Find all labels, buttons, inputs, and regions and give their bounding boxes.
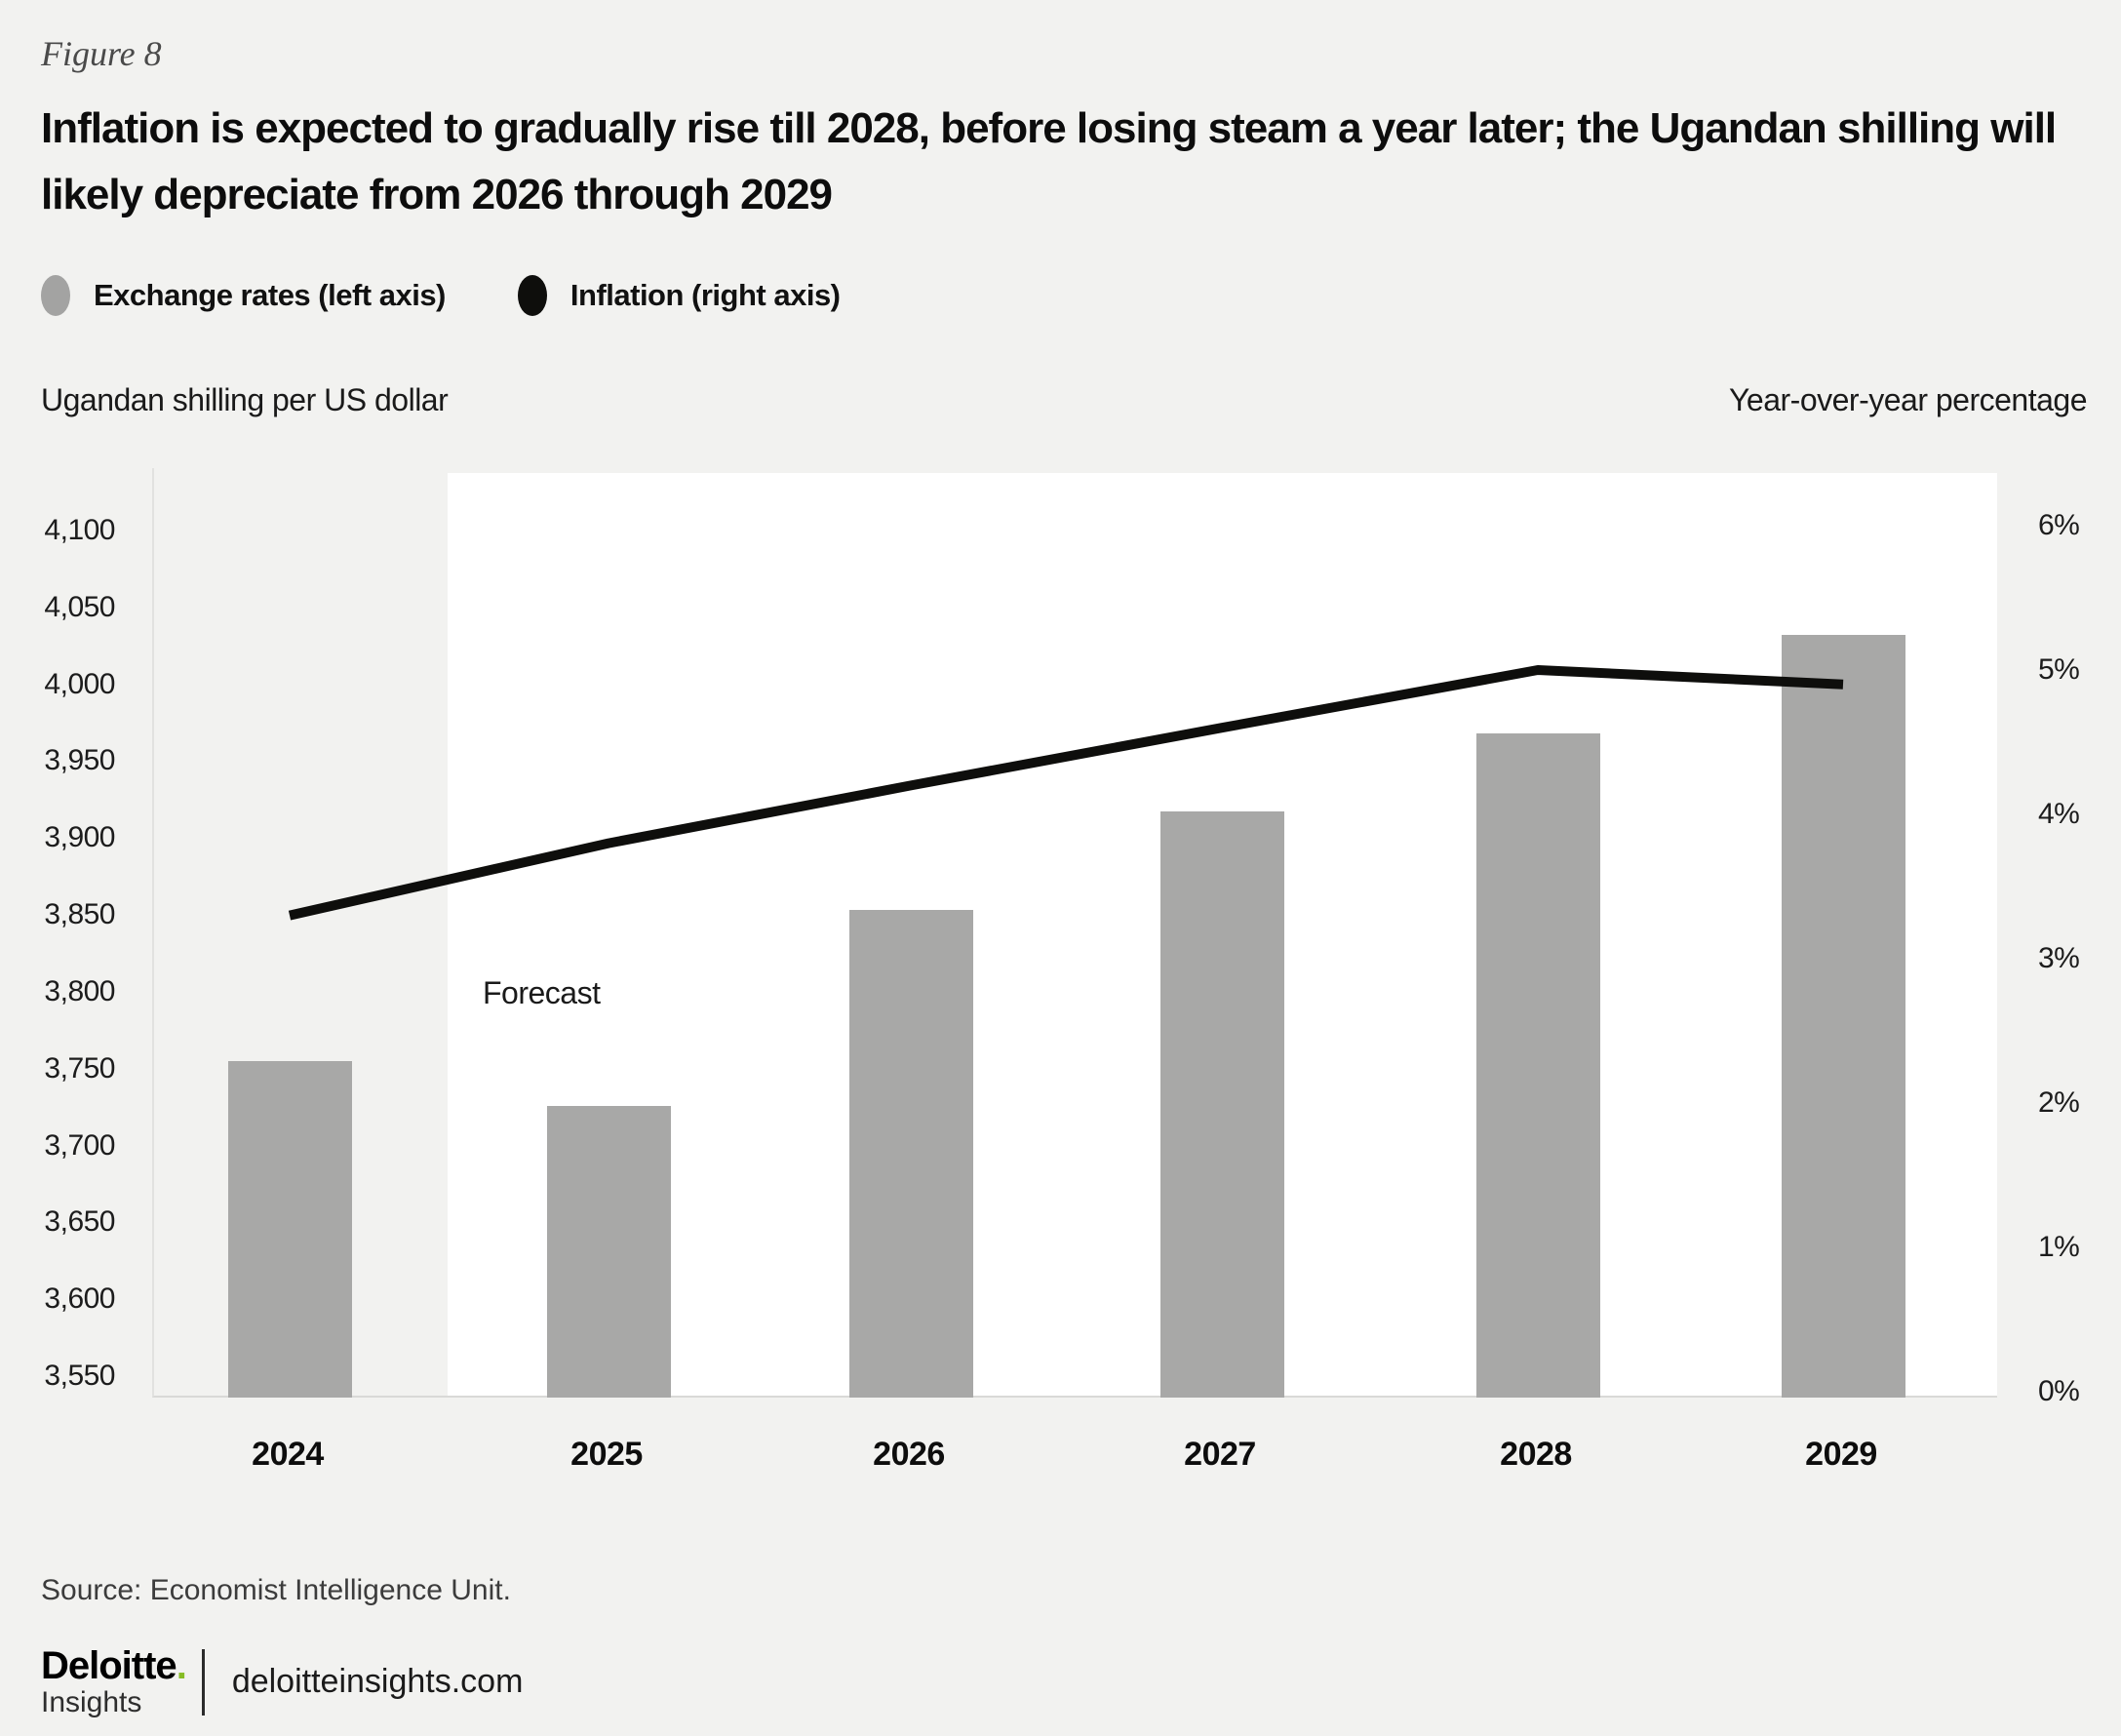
right-axis-tick: 4%	[2038, 798, 2080, 830]
deloitte-insights-logo: Deloitte. Insights	[41, 1644, 187, 1719]
left-axis-tick: 3,850	[44, 898, 115, 931]
left-axis-tick: 4,000	[44, 667, 115, 700]
year-label-2027: 2027	[1184, 1436, 1256, 1473]
right-axis-tick: 6%	[2038, 509, 2080, 541]
footer-divider	[201, 1648, 205, 1716]
year-label-2028: 2028	[1500, 1436, 1572, 1473]
legend-label: Inflation (right axis)	[570, 278, 841, 312]
left-axis-tick: 4,100	[44, 514, 115, 546]
figure-number-label: Figure 8	[41, 34, 162, 73]
plot-area: Forecast	[152, 468, 1997, 1398]
legend-item-exchange-rates: Exchange rates (left axis)	[41, 275, 446, 316]
left-axis-tick: 3,550	[44, 1360, 115, 1392]
left-axis-tick: 3,900	[44, 821, 115, 854]
inflation-line-chart	[288, 665, 1844, 921]
left-axis-tick: 3,750	[44, 1051, 115, 1085]
chart-legend: Exchange rates (left axis) Inflation (ri…	[41, 275, 841, 316]
year-label-2029: 2029	[1805, 1436, 1877, 1473]
source-note: Source: Economist Intelligence Unit.	[41, 1574, 511, 1606]
bar-2027	[1159, 811, 1284, 1398]
left-axis-tick: 3,950	[44, 744, 115, 777]
inflation-marker-icon	[517, 275, 547, 316]
left-axis-tick: 3,700	[44, 1128, 115, 1162]
footer: Deloitte. Insights deloitteinsights.com	[41, 1644, 523, 1719]
year-label-2025: 2025	[570, 1436, 643, 1473]
bar-2029	[1781, 635, 1905, 1398]
bar-2025	[546, 1105, 671, 1398]
right-axis-tick: 3%	[2038, 942, 2080, 974]
right-axis-tick: 1%	[2038, 1231, 2080, 1263]
left-axis-tick: 3,600	[44, 1282, 115, 1316]
left-axis-tick: 3,650	[44, 1205, 115, 1239]
right-axis-tick: 5%	[2038, 653, 2080, 686]
bar-2028	[1475, 733, 1600, 1398]
site-url: deloitteinsights.com	[231, 1663, 524, 1700]
bar-2026	[848, 910, 973, 1398]
x-axis-year-labels: 2024 2025 2026 2027 2028 2029	[152, 1436, 1997, 1484]
legend-item-inflation: Inflation (right axis)	[517, 275, 841, 316]
left-axis-tick: 4,050	[44, 590, 115, 623]
axis-titles-row: Ugandan shilling per US dollar Year-over…	[41, 382, 2087, 418]
right-axis-tick: 0%	[2038, 1375, 2080, 1407]
legend-label: Exchange rates (left axis)	[94, 278, 446, 312]
right-axis-tick-labels: 6% 5% 4% 3% 2% 1% 0%	[2038, 468, 2121, 1407]
exchange-rates-marker-icon	[41, 275, 70, 316]
chart-title: Inflation is expected to gradually rise …	[41, 104, 2057, 218]
insights-wordmark: Insights	[41, 1686, 142, 1718]
forecast-label: Forecast	[483, 975, 601, 1010]
bar-2024	[227, 1060, 352, 1398]
left-axis-title: Ugandan shilling per US dollar	[41, 382, 449, 417]
inflation-line	[288, 665, 1844, 921]
year-label-2024: 2024	[252, 1436, 324, 1473]
right-axis-title: Year-over-year percentage	[1729, 382, 2087, 417]
deloitte-green-dot: .	[176, 1644, 187, 1687]
deloitte-wordmark: Deloitte.	[41, 1644, 187, 1687]
left-axis-tick: 3,800	[44, 974, 115, 1007]
right-axis-tick: 2%	[2038, 1086, 2080, 1119]
left-axis-tick-labels: 4,100 4,050 4,000 3,950 3,900 3,850 3,800 3,750…	[35, 468, 115, 1398]
year-label-2026: 2026	[873, 1436, 945, 1473]
